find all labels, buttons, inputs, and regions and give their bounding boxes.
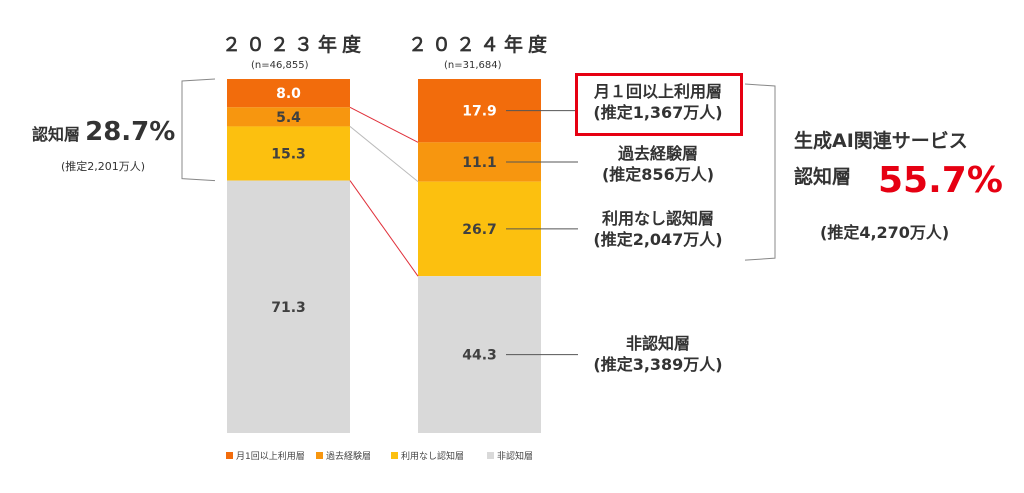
label-unaware: 非認知層 (推定3,389万人) [578,333,738,375]
bar-segment-0-3 [227,180,350,433]
bar-gap [350,79,418,433]
legend-label-monthly: 月1回以上利用層 [236,452,305,462]
connector-line-0 [349,106,419,143]
right-summary-label: 認知層 [794,166,852,188]
legend-swatch-aware-nonuser [391,452,398,459]
legend-swatch-monthly [226,452,233,459]
legend-label-past: 過去経験層 [326,452,372,462]
bar-value-label-0-1: 5.4 [276,110,301,126]
legend-item-aware-nonuser: 利用なし認知層 [391,449,464,462]
bar-value-label-0-3: 71.3 [271,300,306,316]
right-summary-percent: 55.7% [878,160,1003,201]
bar-value-label-0-0: 8.0 [276,86,301,102]
label-past-experience-est: (推定856万人) [601,165,715,184]
highlight-box [575,73,743,136]
year-title-2023: ２０２３年度 [222,34,367,56]
left-aware-group: 認知層 28.7% [32,117,175,147]
legend-label-unaware: 非認知層 [497,452,534,462]
left-aware-percent: 28.7% [85,117,176,147]
bar-value-label-1-2: 26.7 [462,222,497,238]
legend-item-past: 過去経験層 [316,449,371,462]
sample-size-2024: (n=31,684) [444,60,502,71]
bar-segment-0-2 [227,126,350,181]
label-past-experience-name: 過去経験層 [617,144,698,163]
right-summary-title: 生成AI関連サービス [794,130,968,152]
bar-value-label-0-2: 15.3 [271,147,306,163]
label-past-experience: 過去経験層 (推定856万人) [578,143,738,185]
connector-line-1 [349,126,419,183]
label-monthly-users-est: (推定1,367万人) [593,103,723,122]
label-unaware-est: (推定3,389万人) [593,355,723,374]
legend-item-monthly: 月1回以上利用層 [226,449,305,462]
label-aware-nonuser-name: 利用なし認知層 [601,209,714,228]
left-aware-label: 認知層 [32,125,81,144]
label-aware-nonuser-est: (推定2,047万人) [593,230,723,249]
left-aware-estimate: (推定2,201万人) [61,160,146,173]
right-summary-group: 認知層 [794,162,851,189]
year-title-2024: ２０２４年度 [408,34,553,56]
label-aware-nonuser: 利用なし認知層 (推定2,047万人) [578,208,738,250]
bar-value-label-1-3: 44.3 [462,348,497,364]
bar-segment-0-0 [227,79,350,108]
legend-label-aware-nonuser: 利用なし認知層 [401,452,465,462]
legend-item-unaware: 非認知層 [487,449,533,462]
legend-swatch-unaware [487,452,494,459]
legend-swatch-past [316,452,323,459]
connector-line-2 [349,180,419,277]
right-summary-estimate: (推定4,270万人) [820,223,950,242]
bar-value-label-1-1: 11.1 [462,155,497,171]
right-bracket [744,83,776,261]
label-monthly-users: 月１回以上利用層 (推定1,367万人) [578,81,738,123]
sample-size-2023: (n=46,855) [251,60,309,71]
bar-segment-0-1 [227,107,350,127]
label-unaware-name: 非認知層 [625,334,690,353]
label-monthly-users-name: 月１回以上利用層 [593,82,722,101]
left-bracket [181,78,216,182]
bar-value-label-1-0: 17.9 [462,104,497,120]
